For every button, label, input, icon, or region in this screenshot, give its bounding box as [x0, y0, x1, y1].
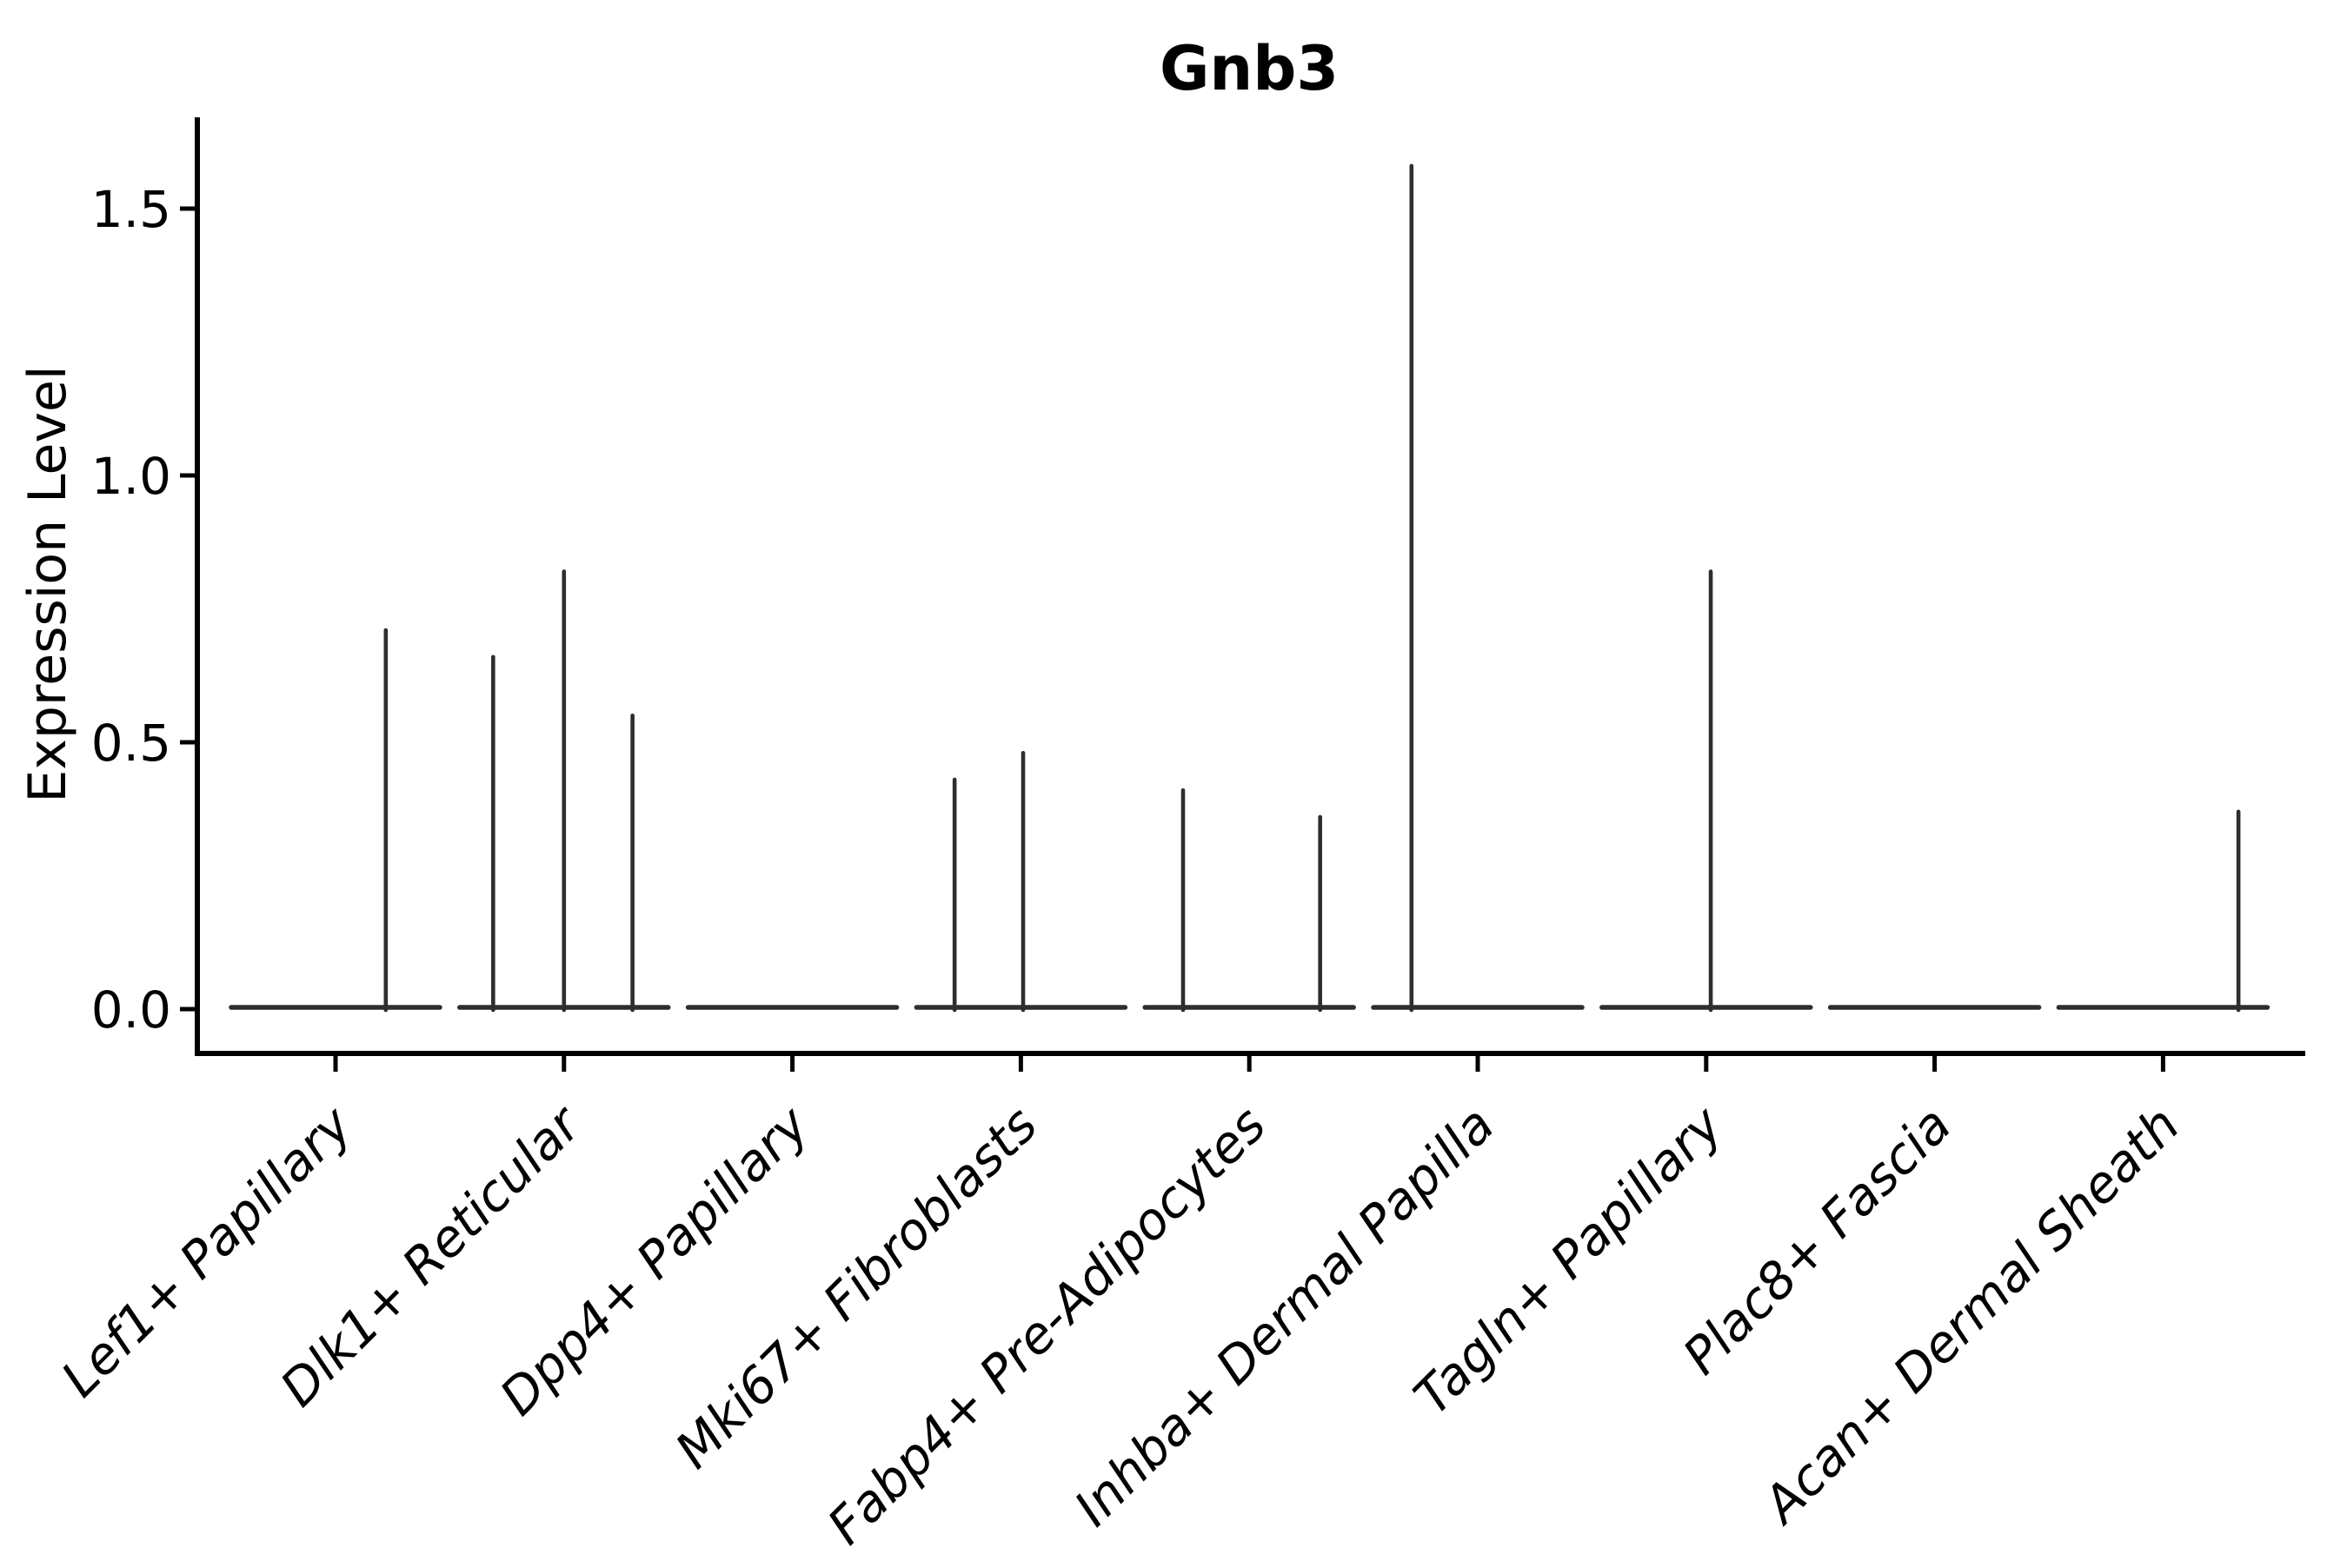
plot-title: Gnb3 [1160, 33, 1339, 104]
y-tick-label: 1.0 [91, 447, 171, 506]
y-axis-ticks: 0.0 0.5 1.0 1.5 [91, 180, 196, 1040]
y-tick-label: 1.5 [91, 180, 171, 239]
x-tick-label: Fabp4+ Pre-Adipocytes [816, 1095, 1277, 1556]
y-tick-label: 0.5 [91, 714, 171, 773]
x-tick-label: Inhba+ Dermal Papilla [1063, 1095, 1506, 1538]
violin-series [229, 163, 2271, 1013]
y-tick-label: 0.0 [91, 980, 171, 1040]
y-axis-label: Expression Level [17, 365, 78, 802]
x-tick-label: Acan+ Dermal Sheath [1750, 1095, 2191, 1537]
